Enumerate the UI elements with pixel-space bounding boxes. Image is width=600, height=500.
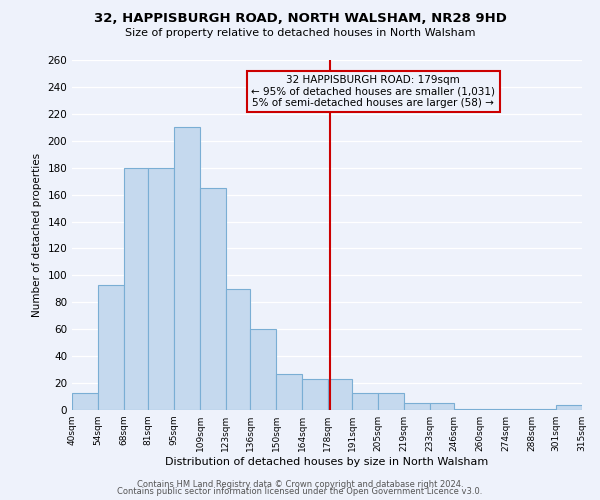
Bar [226, 289, 250, 410]
Bar [200, 188, 226, 410]
Text: Size of property relative to detached houses in North Walsham: Size of property relative to detached ho… [125, 28, 475, 38]
Bar [72, 392, 98, 410]
Text: Contains public sector information licensed under the Open Government Licence v3: Contains public sector information licen… [118, 487, 482, 496]
Text: Contains HM Land Registry data © Crown copyright and database right 2024.: Contains HM Land Registry data © Crown c… [137, 480, 463, 489]
Bar [302, 379, 328, 410]
Bar [480, 408, 506, 410]
Bar [352, 392, 378, 410]
Bar [454, 408, 480, 410]
Bar [148, 168, 174, 410]
Text: 32, HAPPISBURGH ROAD, NORTH WALSHAM, NR28 9HD: 32, HAPPISBURGH ROAD, NORTH WALSHAM, NR2… [94, 12, 506, 26]
Bar [174, 128, 200, 410]
X-axis label: Distribution of detached houses by size in North Walsham: Distribution of detached houses by size … [166, 457, 488, 467]
Y-axis label: Number of detached properties: Number of detached properties [32, 153, 42, 317]
Bar [430, 404, 454, 410]
Bar [98, 285, 124, 410]
Bar [250, 329, 276, 410]
Bar [378, 392, 404, 410]
Bar [404, 404, 430, 410]
Bar [276, 374, 302, 410]
Bar [556, 404, 582, 410]
Bar [506, 408, 532, 410]
Text: 32 HAPPISBURGH ROAD: 179sqm
← 95% of detached houses are smaller (1,031)
5% of s: 32 HAPPISBURGH ROAD: 179sqm ← 95% of det… [251, 75, 496, 108]
Bar [532, 408, 556, 410]
Bar [328, 379, 352, 410]
Bar [124, 168, 148, 410]
